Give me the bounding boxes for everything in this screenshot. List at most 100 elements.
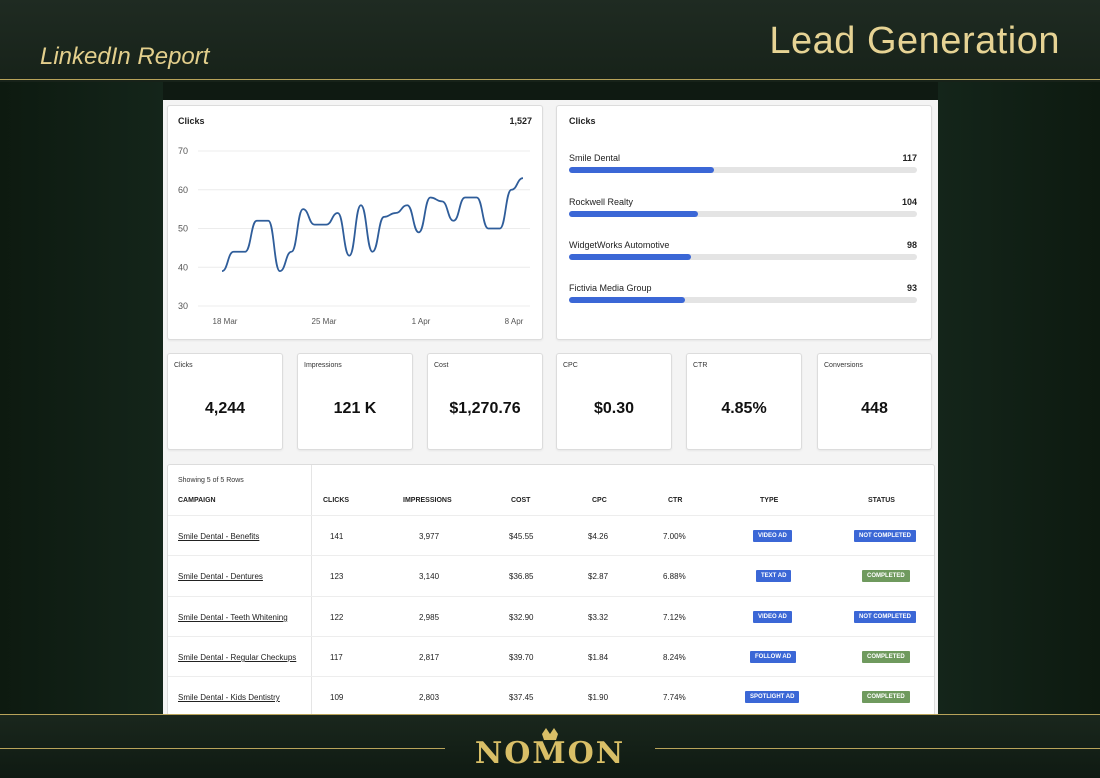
y-tick-label: 60 (178, 185, 188, 195)
header-cpc[interactable]: CPC (592, 497, 607, 504)
type-badge: VIDEO AD (753, 611, 792, 623)
kpi-value: 121 K (333, 400, 377, 417)
crown-icon (542, 728, 558, 740)
kpi-label: Conversions (824, 362, 863, 369)
header-status[interactable]: STATUS (868, 497, 895, 504)
kpi-ctr: CTR 4.85% (686, 353, 802, 450)
status-badge: COMPLETED (862, 570, 910, 582)
bar-label: WidgetWorks Automotive (569, 240, 670, 250)
cell-cpc: $4.26 (588, 532, 609, 541)
line-chart-total: 1,527 (509, 116, 532, 126)
bar-row-widgetworks: WidgetWorks Automotive 98 (569, 240, 917, 270)
bar-value: 98 (906, 240, 917, 250)
kpi-label: CTR (693, 362, 708, 369)
x-tick-label: 25 Mar (312, 317, 337, 326)
campaign-link[interactable]: Smile Dental - Benefits (178, 532, 260, 541)
campaign-link[interactable]: Smile Dental - Regular Checkups (178, 653, 297, 662)
bar-fill (569, 254, 691, 260)
cell-cpc: $1.90 (588, 693, 609, 702)
bar-row-fictivia: Fictivia Media Group 93 (569, 283, 917, 313)
header-ctr[interactable]: CTR (668, 497, 683, 504)
header-campaign[interactable]: CAMPAIGN (178, 497, 216, 504)
header-divider (0, 79, 1100, 80)
column-divider (311, 465, 312, 715)
cell-ctr: 7.00% (663, 532, 686, 541)
bar-row-rockwell-realty: Rockwell Realty 104 (569, 197, 917, 227)
header-type[interactable]: TYPE (760, 497, 779, 504)
clicks-line-chart: 70 60 50 40 30 18 Mar 25 Mar 1 Apr 8 Apr (178, 146, 530, 326)
cell-clicks: 117 (330, 653, 343, 662)
cell-cpc: $1.84 (588, 653, 609, 662)
kpi-value: 4.85% (721, 400, 767, 417)
cell-clicks: 141 (330, 532, 344, 541)
bar-fill (569, 167, 715, 173)
brand-name: NOMON (474, 736, 626, 771)
campaign-table: Showing 5 of 5 Rows CAMPAIGN CLICKS IMPR… (167, 464, 935, 716)
page-title: Lead Generation (769, 20, 1060, 62)
kpi-label: Cost (434, 362, 449, 369)
brand-logo: NOMON (470, 726, 630, 774)
footer-line-left (0, 748, 445, 749)
cell-impressions: 3,140 (419, 572, 440, 581)
status-badge: NOT COMPLETED (854, 530, 916, 542)
header-clicks[interactable]: CLICKS (323, 497, 350, 504)
dashboard: Clicks 1,527 70 60 50 40 30 18 Mar 25 Mar 1 Apr… (163, 100, 938, 716)
cell-ctr: 6.88% (663, 572, 686, 581)
campaign-link[interactable]: Smile Dental - Teeth Whitening (178, 613, 288, 622)
campaign-link[interactable]: Smile Dental - Dentures (178, 572, 263, 581)
bar-row-smile-dental: Smile Dental 117 (569, 153, 917, 183)
bar-track (569, 211, 917, 217)
kpi-value: $1,270.76 (449, 400, 521, 417)
bar-value: 93 (906, 283, 917, 293)
kpi-impressions: Impressions 121 K (297, 353, 413, 450)
kpi-label: Impressions (304, 362, 342, 369)
type-badge: VIDEO AD (753, 530, 792, 542)
type-badge: TEXT AD (756, 570, 792, 582)
header-cost[interactable]: COST (511, 497, 531, 504)
cell-ctr: 7.12% (663, 613, 686, 622)
header-band (0, 0, 1100, 82)
bar-track (569, 297, 917, 303)
y-tick-label: 70 (178, 146, 188, 156)
clicks-by-client-card: Clicks Smile Dental 117 Rockwell Realty … (556, 105, 932, 340)
kpi-value: $0.30 (593, 400, 635, 417)
footer-line-right (655, 748, 1100, 749)
x-tick-label: 1 Apr (412, 317, 431, 326)
status-badge: NOT COMPLETED (854, 611, 916, 623)
cell-cost: $32.90 (509, 613, 534, 622)
status-badge: COMPLETED (862, 651, 910, 663)
line-chart-title: Clicks (178, 116, 205, 126)
kpi-value: 4,244 (204, 400, 246, 417)
cell-cost: $37.45 (509, 693, 534, 702)
kpi-clicks: Clicks 4,244 (167, 353, 283, 450)
clicks-series-line (221, 177, 524, 273)
bar-fill (569, 297, 685, 303)
bar-value: 117 (902, 153, 917, 163)
header-impressions[interactable]: IMPRESSIONS (403, 497, 452, 504)
table-row: Smile Dental - Kids Dentistry 109 2,803 … (168, 676, 934, 717)
kpi-value: 448 (861, 400, 888, 417)
left-backdrop (0, 82, 163, 714)
cell-clicks: 109 (330, 693, 344, 702)
bar-chart-title: Clicks (569, 116, 596, 126)
cell-impressions: 2,817 (419, 653, 440, 662)
footer-band (0, 714, 1100, 778)
bar-fill (569, 211, 699, 217)
y-tick-label: 40 (178, 262, 188, 272)
x-tick-label: 18 Mar (213, 317, 238, 326)
table-row: Smile Dental - Benefits 141 3,977 $45.55… (168, 515, 934, 556)
cell-impressions: 2,985 (419, 613, 440, 622)
table-row: Smile Dental - Teeth Whitening 122 2,985… (168, 596, 934, 637)
x-tick-label: 8 Apr (505, 317, 524, 326)
y-tick-label: 30 (178, 301, 188, 311)
bar-track (569, 167, 917, 173)
y-tick-label: 50 (178, 224, 188, 234)
campaign-link[interactable]: Smile Dental - Kids Dentistry (178, 693, 280, 702)
table-row: Smile Dental - Regular Checkups 117 2,81… (168, 636, 934, 677)
kpi-label: Clicks (174, 362, 193, 369)
bar-label: Fictivia Media Group (569, 283, 652, 293)
type-badge: FOLLOW AD (750, 651, 797, 663)
cell-cpc: $2.87 (588, 572, 609, 581)
report-label: LinkedIn Report (40, 43, 210, 70)
clicks-line-chart-card: Clicks 1,527 70 60 50 40 30 18 Mar 25 Mar 1 Apr… (167, 105, 543, 340)
